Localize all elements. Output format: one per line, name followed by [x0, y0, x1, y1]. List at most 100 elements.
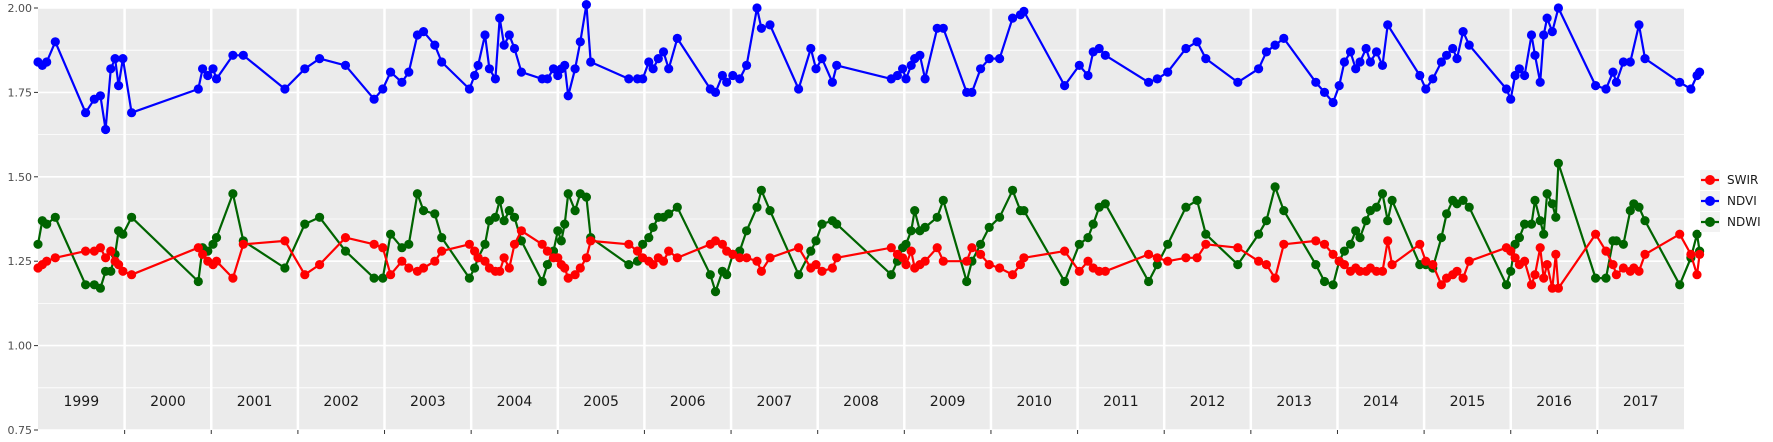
data-point-ndvi: [1506, 94, 1516, 104]
data-point-ndwi: [537, 276, 547, 287]
data-point-swir: [114, 260, 124, 270]
data-point-swir: [1083, 256, 1093, 266]
year-label: 2012: [1190, 394, 1226, 410]
data-point-swir: [1387, 260, 1397, 270]
data-point-ndvi: [1553, 3, 1563, 13]
data-point-swir: [1008, 270, 1018, 280]
data-point-swir: [1311, 236, 1321, 246]
data-point-swir: [1319, 239, 1330, 249]
data-point-ndvi: [42, 57, 52, 67]
year-label: 1999: [63, 394, 99, 410]
data-point-ndvi: [967, 87, 977, 97]
data-point-swir: [118, 266, 128, 276]
data-point-ndwi: [1201, 229, 1211, 239]
data-point-ndwi: [81, 280, 91, 290]
data-point-swir: [516, 226, 527, 236]
data-point-swir: [1339, 260, 1349, 270]
data-point-ndvi: [811, 64, 821, 74]
data-point-ndvi: [1355, 57, 1365, 67]
data-point-ndwi: [1436, 233, 1446, 243]
data-point-ndwi: [1163, 239, 1173, 249]
data-point-ndvi: [794, 84, 804, 94]
data-point-ndwi: [1442, 209, 1452, 219]
year-label: 2006: [670, 394, 706, 410]
data-point-ndvi: [1428, 74, 1438, 84]
data-point-ndwi: [984, 222, 994, 232]
data-point-swir: [1328, 249, 1338, 259]
data-point-ndwi: [193, 276, 203, 287]
legend-label: SWIR: [1727, 173, 1758, 187]
data-point-ndvi: [1526, 30, 1537, 40]
data-point-swir: [1181, 253, 1191, 263]
data-point-swir: [95, 243, 105, 253]
data-point-ndwi: [560, 219, 570, 229]
data-point-ndwi: [315, 212, 325, 222]
data-point-swir: [1640, 249, 1650, 259]
data-point-swir: [300, 270, 310, 280]
data-point-swir: [560, 263, 570, 273]
year-labels: 1999 2000 2001 2002 2003 2004 2005 2006 2007 2008…: [63, 394, 1658, 410]
data-point-ndwi: [1591, 273, 1601, 283]
data-point-swir: [967, 243, 977, 253]
data-point-ndwi: [1088, 219, 1098, 229]
data-point-swir: [1520, 256, 1530, 266]
data-point-ndvi: [473, 60, 483, 70]
series-ndvi: [33, 0, 1705, 135]
data-point-swir: [397, 256, 407, 266]
data-point-ndwi: [404, 239, 414, 249]
data-point-ndwi: [806, 246, 816, 256]
data-point-ndvi: [995, 54, 1005, 64]
data-point-ndvi: [300, 64, 310, 74]
data-point-ndvi: [1383, 20, 1393, 30]
data-point-ndvi: [752, 3, 762, 13]
data-point-ndwi: [1083, 233, 1093, 243]
data-point-ndvi: [1547, 27, 1557, 37]
data-point-ndwi: [638, 239, 648, 249]
data-point-swir: [817, 266, 827, 276]
year-label: 2000: [150, 394, 186, 410]
data-point-swir: [1634, 266, 1644, 276]
data-point-ndvi: [1458, 27, 1468, 37]
data-point-ndvi: [499, 40, 509, 50]
data-point-ndwi: [509, 212, 520, 222]
data-point-ndvi: [756, 23, 767, 33]
data-point-swir: [1464, 256, 1474, 266]
data-point-ndvi: [1261, 47, 1271, 57]
data-point-swir: [1611, 270, 1621, 280]
data-point-ndvi: [1510, 70, 1520, 81]
y-tick-label: 0.75: [8, 424, 33, 437]
data-point-ndvi: [976, 64, 986, 74]
data-point-ndvi: [50, 37, 60, 47]
data-point-ndvi: [1611, 77, 1621, 87]
data-point-ndwi: [1692, 229, 1702, 239]
data-point-ndwi: [1542, 189, 1552, 199]
data-point-ndwi: [1458, 195, 1468, 205]
data-point-ndwi: [495, 195, 505, 205]
data-point-ndvi: [106, 64, 116, 74]
year-label: 2014: [1363, 394, 1399, 410]
data-point-ndvi: [581, 0, 592, 10]
data-point-ndvi: [516, 67, 527, 77]
data-point-ndwi: [1464, 202, 1474, 212]
data-point-ndwi: [644, 233, 654, 243]
data-point-ndvi: [315, 54, 325, 64]
series-group: [33, 0, 1705, 297]
data-point-ndvi: [1334, 81, 1344, 91]
year-label: 2004: [497, 394, 533, 410]
data-point-ndwi: [1345, 239, 1356, 249]
year-label: 2009: [930, 394, 966, 410]
data-point-ndvi: [710, 87, 721, 97]
data-point-swir: [1506, 246, 1516, 256]
data-point-ndwi: [570, 206, 580, 216]
data-point-swir: [1695, 249, 1705, 259]
data-point-ndvi: [1608, 67, 1618, 77]
data-point-ndvi: [901, 74, 911, 84]
data-point-ndwi: [1510, 239, 1520, 249]
data-point-swir: [632, 246, 643, 256]
data-point-swir: [1428, 260, 1438, 270]
year-label: 2017: [1623, 394, 1659, 410]
data-point-ndwi: [995, 212, 1005, 222]
data-point-swir: [1074, 266, 1084, 276]
data-point-ndwi: [1181, 202, 1191, 212]
